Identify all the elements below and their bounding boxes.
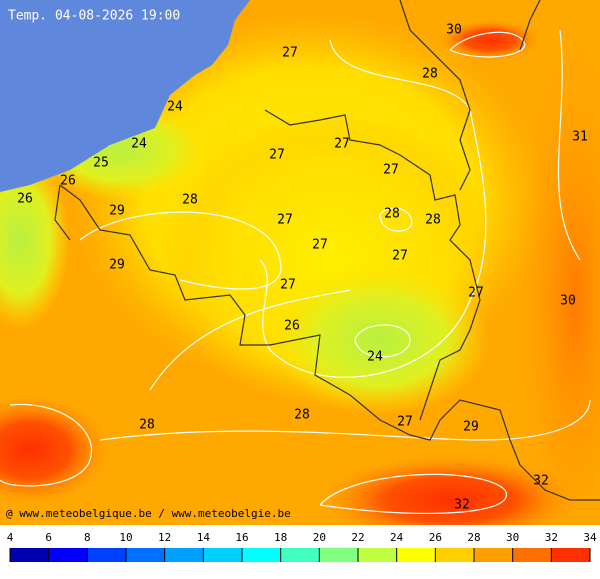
scale-label: 14 (197, 531, 211, 544)
hot-zone (440, 20, 540, 60)
temp-label: 28 (294, 408, 310, 423)
hot-zone (515, 40, 600, 560)
hot-zone (320, 455, 580, 545)
map-title: Temp. 04-08-2026 19:00 (8, 9, 180, 24)
scale-label: 10 (119, 531, 132, 544)
scale-swatch (512, 548, 552, 562)
scale-swatch (396, 548, 436, 562)
scale-label: 26 (429, 531, 442, 544)
scale-swatch (87, 548, 126, 562)
temp-label: 27 (280, 278, 296, 293)
temp-label: 27 (392, 249, 408, 264)
scale-swatch (203, 548, 242, 562)
scale-label: 22 (351, 531, 364, 544)
temp-label: 27 (277, 213, 293, 228)
scale-swatch (474, 548, 513, 562)
temp-label: 28 (384, 207, 400, 222)
scale-swatch (319, 548, 358, 562)
temp-label: 27 (269, 148, 285, 163)
temp-label: 27 (468, 286, 484, 301)
scale-label: 20 (313, 531, 326, 544)
scale-swatch (280, 548, 320, 562)
temp-label: 30 (560, 294, 576, 309)
temp-label: 27 (383, 163, 399, 178)
temp-label: 24 (131, 137, 147, 152)
temp-label: 27 (282, 46, 298, 61)
scale-swatch (164, 548, 204, 562)
scale-label: 24 (390, 531, 404, 544)
cool-zone (0, 150, 70, 330)
scale-label: 30 (506, 531, 519, 544)
temp-label: 29 (109, 258, 125, 273)
temp-label: 32 (533, 474, 549, 489)
temp-label: 27 (312, 238, 328, 253)
value-labels: 30 27 28 24 31 24 27 27 25 27 26 28 26 29 28 28 27 27 27 29… (17, 23, 588, 513)
borders (54, 0, 600, 501)
temp-label: 26 (284, 319, 300, 334)
isotherms (0, 29, 591, 515)
temp-label: 28 (182, 193, 198, 208)
color-scale: 4 6 8 10 12 14 16 18 20 22 24 26 28 30 32 34 (7, 531, 597, 562)
scale-swatch (126, 548, 165, 562)
scale-swatch (435, 548, 474, 562)
scale-swatch (10, 548, 49, 562)
scale-label: 8 (84, 531, 91, 544)
cool-zone (270, 265, 490, 415)
temp-label: 28 (422, 67, 438, 82)
temp-label: 28 (139, 418, 155, 433)
temp-label: 28 (425, 213, 441, 228)
scale-label: 34 (583, 531, 597, 544)
scale-label: 6 (45, 531, 52, 544)
temp-label: 29 (109, 204, 125, 219)
temp-label: 27 (397, 415, 413, 430)
temp-label: 25 (93, 156, 109, 171)
hot-zone (0, 395, 110, 505)
scale-label: 12 (158, 531, 171, 544)
temp-label: 30 (446, 23, 462, 38)
temp-label: 29 (463, 420, 479, 435)
scale-label: 28 (467, 531, 480, 544)
temp-label: 24 (167, 100, 183, 115)
scale-swatch (551, 548, 590, 562)
temp-label: 26 (60, 174, 76, 189)
temp-label: 27 (334, 137, 350, 152)
scale-label: 16 (235, 531, 248, 544)
scale-swatch (242, 548, 281, 562)
temp-label: 32 (454, 498, 470, 513)
scale-label: 18 (274, 531, 287, 544)
temp-label: 31 (572, 130, 588, 145)
temp-label: 26 (17, 192, 33, 207)
scale-label: 4 (7, 531, 14, 544)
sea (0, 0, 250, 192)
scale-swatch (48, 548, 88, 562)
credit: @ www.meteobelgique.be / www.meteobelgie… (6, 507, 291, 520)
temp-label: 24 (367, 350, 383, 365)
scale-swatch (358, 548, 397, 562)
scale-label: 32 (545, 531, 558, 544)
